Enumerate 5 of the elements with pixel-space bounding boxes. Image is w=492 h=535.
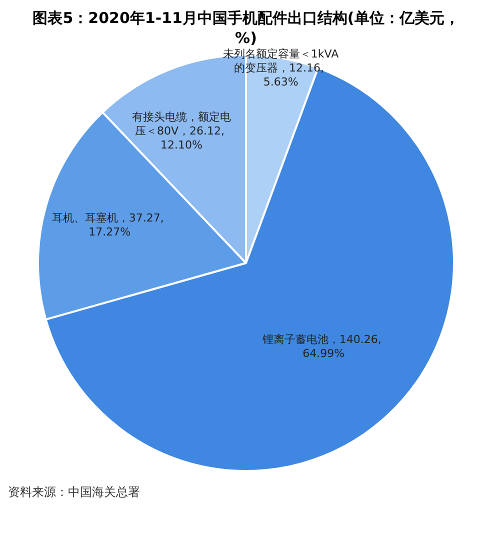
slice-label: 耳机、耳塞机，37.27, 17.27% (52, 211, 168, 238)
slice-label: 锂离子蓄电池，140.26, 64.99% (261, 332, 385, 360)
text: 资料来源：中国海关总署 (8, 484, 141, 501)
slice-label: 有接头电缆，额定电压＜80V，26.12, 12.10% (132, 110, 232, 152)
chart-title: 图表5：2020年1-11月中国手机配件出口结构(单位：亿美元，%) (32, 8, 460, 48)
